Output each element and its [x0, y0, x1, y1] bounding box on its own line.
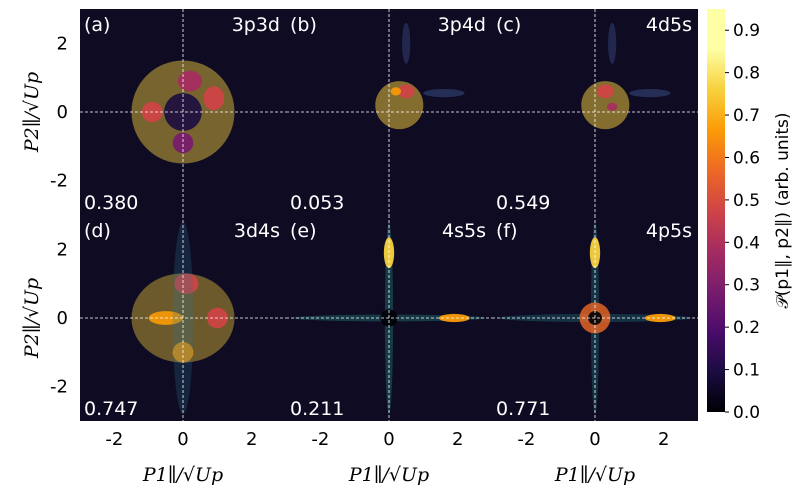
panel-tag: (e)	[290, 220, 317, 242]
panel-value: 0.380	[84, 192, 138, 214]
x-tick-label: 0	[589, 429, 600, 450]
panel-state: 4p5s	[646, 220, 692, 242]
panel-tag: (b)	[290, 14, 317, 36]
colorbar-tick-label: 0.8	[733, 64, 760, 84]
y-tick-label: -2	[50, 171, 68, 192]
colorbar-tick-label: 0.9	[733, 21, 760, 41]
panel-state: 3d4s	[234, 220, 280, 242]
x-tick-label: 2	[452, 429, 463, 450]
colorbar-tick-label: 0.0	[733, 403, 760, 423]
colorbar-tick-label: 0.2	[733, 318, 760, 338]
y-axis-label: P2∥/√Up	[21, 72, 43, 153]
density-map	[375, 22, 465, 130]
colorbar: 0.0 0.1 0.2 0.3 0.4 0.5 0.6 0.7 0.8 0.9 𝒫(p1∥, p2∥…	[707, 9, 793, 423]
x-axis-label: P1∥/√Up	[554, 464, 635, 486]
x-tick-label: 2	[658, 429, 669, 450]
y-tick-label: 0	[57, 308, 68, 329]
axes: -2 0 2 P1∥/√Up -2 0 2 P1∥/√Up -2 0 2 P1∥/√Up 2 0 -2 P2∥…	[21, 33, 669, 486]
panel-e: (e) 4s5s 0.211	[286, 215, 492, 421]
density-blob	[172, 132, 194, 154]
colorbar-tick-label: 0.3	[733, 276, 760, 296]
density-blob	[177, 70, 202, 92]
y-tick-label: 0	[57, 102, 68, 123]
x-tick-label: 0	[177, 429, 188, 450]
colorbar-bar	[707, 9, 725, 412]
panel-tag: (a)	[84, 14, 110, 36]
panel-tag: (c)	[496, 14, 521, 36]
panel-value: 0.211	[290, 398, 344, 420]
density-blob	[644, 313, 676, 323]
y-tick-label: 2	[57, 33, 68, 54]
density-blob	[596, 84, 614, 99]
x-axis-label: P1∥/√Up	[142, 464, 223, 486]
colorbar-tick-label: 0.1	[733, 361, 760, 381]
colorbar-tick-label: 0.6	[733, 148, 760, 168]
panel-value: 0.771	[496, 398, 550, 420]
density-blob	[397, 84, 415, 99]
x-tick-label: -2	[517, 429, 535, 450]
density-blob	[174, 273, 199, 294]
panel-tag: (d)	[84, 220, 111, 242]
colorbar-tick-label: 0.5	[733, 191, 760, 211]
x-tick-label: 0	[383, 429, 394, 450]
x-axis-label: P1∥/√Up	[348, 464, 429, 486]
density-blob	[423, 88, 465, 98]
colorbar-tick-label: 0.4	[733, 233, 760, 253]
colorbar-label: 𝒫(p1∥, p2∥) (arb. units)	[773, 112, 793, 308]
density-blob	[607, 102, 618, 111]
density-blob	[203, 86, 225, 111]
panel-tag: (f)	[496, 220, 518, 242]
panel-state: 4s5s	[442, 220, 486, 242]
panel-state: 3p4d	[438, 14, 486, 36]
panel-value: 0.053	[290, 192, 344, 214]
density-blob	[629, 88, 671, 98]
panel-value: 0.747	[84, 398, 138, 420]
panel-b: (b) 3p4d 0.053	[286, 9, 492, 215]
y-axis-label: P2∥/√Up	[21, 278, 43, 359]
panel-d: (d) 3d4s 0.747	[80, 215, 286, 421]
x-tick-label: 2	[246, 429, 257, 450]
density-blob	[438, 313, 470, 323]
panel-c: (c) 4d5s 0.549	[492, 9, 698, 215]
y-tick-label: -2	[50, 377, 68, 398]
density-blob	[581, 81, 630, 130]
density-map	[581, 22, 671, 130]
density-blob	[390, 87, 402, 96]
x-tick-label: -2	[105, 429, 123, 450]
heatmap-panels: (a) 3p3d 0.380 (b) 3p4d 0.053 (c) 4d5s 0.549 (d) 3…	[80, 9, 698, 421]
panel-a: (a) 3p3d 0.380	[80, 9, 286, 215]
y-tick-label: 2	[57, 239, 68, 260]
density-blob	[608, 22, 617, 64]
x-tick-label: -2	[311, 429, 329, 450]
density-blob	[402, 22, 411, 64]
panel-state: 3p3d	[232, 14, 280, 36]
colorbar-tick-label: 0.7	[733, 106, 760, 126]
panel-f: (f) 4p5s 0.771	[492, 215, 698, 421]
panel-state: 4d5s	[646, 14, 692, 36]
panel-value: 0.549	[496, 192, 550, 214]
